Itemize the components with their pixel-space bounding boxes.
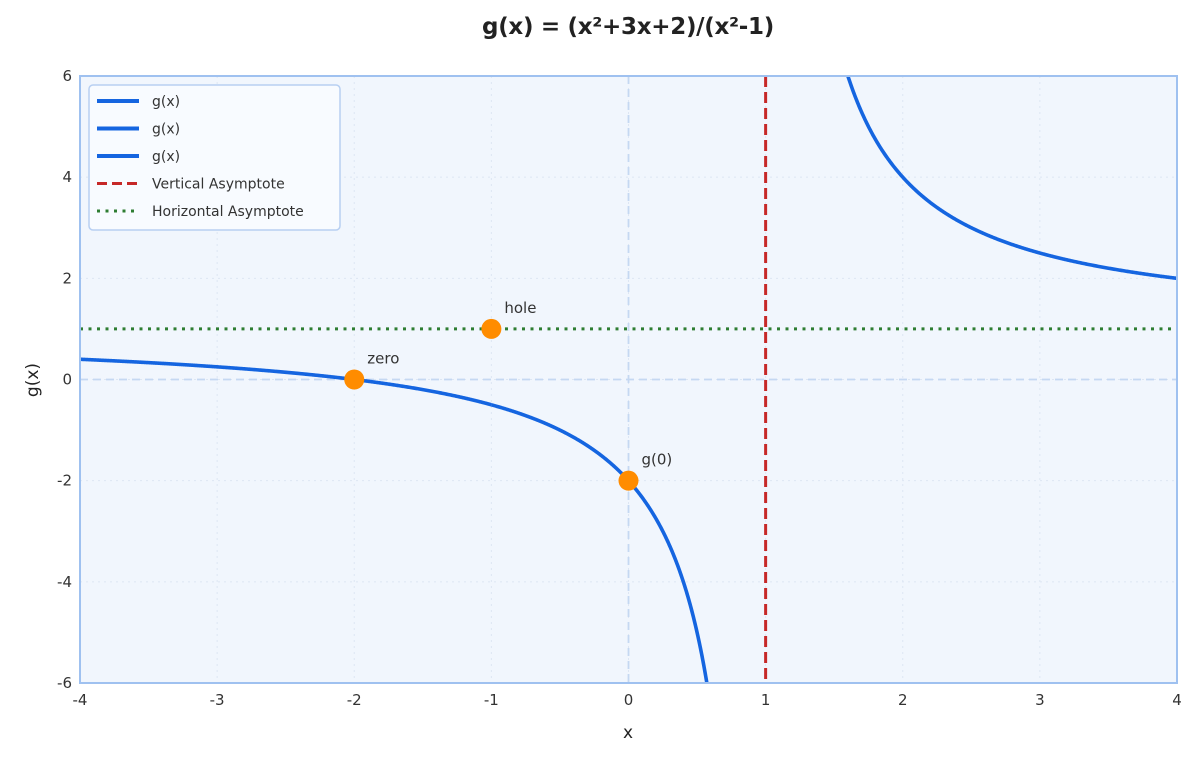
x-tick-label: -1 — [484, 691, 499, 709]
y-tick-label: 2 — [62, 269, 72, 287]
x-tick-label: -3 — [210, 691, 225, 709]
legend-label: Horizontal Asymptote — [152, 204, 304, 220]
x-axis-label: x — [623, 723, 633, 743]
plot-content — [80, 76, 1177, 683]
x-tick-label: -2 — [347, 691, 362, 709]
point-g0 — [618, 470, 639, 491]
x-tick-label: 0 — [624, 691, 634, 709]
y-tick-label: -2 — [57, 472, 72, 490]
point-zero — [344, 369, 365, 390]
legend-label: g(x) — [152, 94, 180, 110]
point-hole — [481, 318, 502, 339]
annotation-zero: zero — [367, 350, 399, 368]
curve-segment-1 — [80, 357, 493, 407]
y-tick-label: -6 — [57, 674, 72, 692]
plot-border — [79, 75, 1178, 684]
x-tick-label: 2 — [898, 691, 908, 709]
x-tick-label: 4 — [1172, 691, 1182, 709]
chart-title: g(x) = (x²+3x+2)/(x²-1) — [482, 14, 774, 40]
x-tick-label: 1 — [761, 691, 771, 709]
legend-box — [88, 84, 341, 231]
legend-label: g(x) — [152, 122, 180, 138]
y-tick-label: 0 — [62, 371, 72, 389]
annotation-g0: g(0) — [642, 451, 673, 469]
y-tick-label: 4 — [62, 168, 72, 186]
y-axis-label: g(x) — [23, 363, 43, 397]
curve-segment-3 — [846, 76, 1177, 281]
x-tick-label: 3 — [1035, 691, 1045, 709]
legend-label: Vertical Asymptote — [152, 177, 285, 193]
legend: g(x) g(x) g(x) Vertical Asymptote Horizontal… — [88, 84, 341, 231]
y-tick-label: 6 — [62, 67, 72, 85]
legend-label: g(x) — [152, 149, 180, 165]
x-tick-label: -4 — [73, 691, 88, 709]
y-tick-label: -4 — [57, 573, 72, 591]
annotation-hole: hole — [504, 299, 536, 317]
